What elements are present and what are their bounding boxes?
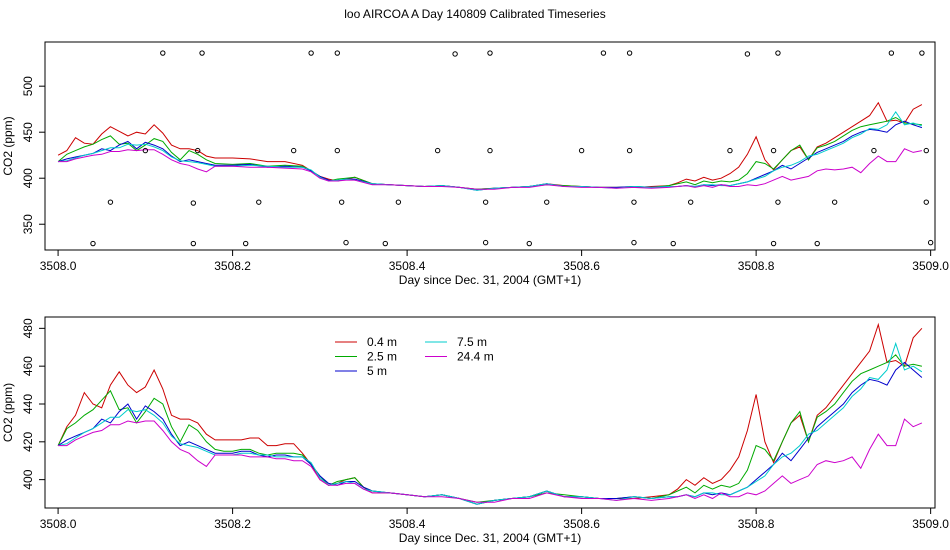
data-point	[160, 50, 166, 56]
y-tick-label: 450	[21, 122, 35, 142]
data-point	[814, 240, 820, 247]
x-tick-label: 3508.0	[40, 259, 77, 273]
data-point	[395, 199, 402, 205]
data-point	[544, 199, 550, 205]
y-tick-label: 400	[21, 469, 35, 489]
x-axis-label: Day since Dec. 31, 2004 (GMT+1)	[399, 531, 581, 545]
y-axis-label: CO2 (ppm)	[1, 116, 15, 175]
legend-label: 5 m	[367, 364, 387, 378]
data-point	[744, 51, 751, 57]
data-point	[452, 51, 458, 57]
data-point	[923, 199, 929, 205]
legend-label: 7.5 m	[457, 335, 487, 349]
data-point	[526, 240, 532, 247]
series-line-2-5-m	[57, 354, 923, 503]
data-point	[242, 240, 249, 247]
data-point	[770, 240, 777, 247]
data-point	[343, 239, 349, 246]
data-point	[290, 147, 297, 154]
data-point	[578, 147, 585, 154]
y-tick-label: 460	[21, 356, 35, 376]
data-point	[923, 147, 929, 154]
plot-frame	[44, 41, 936, 251]
legend-label: 2.5 m	[367, 350, 397, 364]
data-point	[888, 50, 895, 56]
data-point	[687, 199, 694, 205]
data-point	[338, 199, 345, 205]
series-line-7-5-m	[57, 341, 923, 505]
data-point	[600, 50, 607, 56]
y-tick-label: 350	[21, 214, 35, 234]
x-tick-label: 3508.8	[738, 517, 775, 531]
data-point	[919, 50, 925, 56]
x-tick-label: 3508.4	[389, 517, 426, 531]
data-point	[631, 199, 637, 205]
data-point	[107, 199, 114, 205]
x-tick-label: 3508.4	[389, 259, 426, 273]
data-point	[770, 147, 777, 154]
data-point	[382, 240, 388, 247]
y-tick-label: 500	[21, 76, 35, 96]
y-axis-label: CO2 (ppm)	[1, 383, 15, 442]
data-point	[927, 239, 934, 246]
figure-title: loo AIRCOA A Day 140809 Calibrated Times…	[344, 7, 606, 21]
x-tick-label: 3509.0	[912, 259, 949, 273]
data-point	[256, 199, 262, 205]
series-line-3	[58, 111, 923, 191]
data-point	[482, 199, 489, 205]
y-tick-label: 440	[21, 394, 35, 414]
x-axis-label: Day since Dec. 31, 2004 (GMT+1)	[399, 273, 581, 287]
data-point	[831, 199, 838, 205]
data-point	[434, 147, 441, 154]
data-point	[142, 147, 149, 154]
series-line-0	[57, 101, 923, 190]
data-point	[670, 240, 676, 247]
y-tick-label: 480	[21, 318, 35, 338]
plot-frame	[44, 316, 936, 509]
data-point	[482, 239, 489, 246]
x-tick-label: 3508.6	[563, 517, 600, 531]
x-tick-label: 3508.6	[563, 259, 600, 273]
data-point	[487, 50, 493, 56]
x-tick-label: 3508.2	[214, 517, 251, 531]
data-point	[334, 147, 341, 154]
data-point	[199, 50, 205, 56]
data-point	[775, 50, 781, 56]
data-point	[871, 147, 877, 154]
data-point	[90, 240, 96, 247]
x-tick-label: 3508.0	[40, 517, 77, 531]
y-tick-label: 420	[21, 431, 35, 451]
x-tick-label: 3508.8	[738, 259, 775, 273]
data-point	[190, 200, 197, 206]
top-panel: 3508.0 3508.2 3508.4 3508.6 3508.8 3509.0 350 4…	[1, 41, 949, 287]
data-point	[308, 50, 314, 56]
bottom-panel: 3508.0 3508.2 3508.4 3508.6 3508.8 3509.0 400 4…	[1, 316, 949, 545]
data-point	[190, 240, 197, 247]
series-line-1	[57, 116, 922, 190]
data-point	[194, 147, 201, 154]
x-tick-label: 3508.2	[214, 259, 251, 273]
series-line-24-4-m	[58, 418, 923, 503]
data-point	[487, 147, 493, 154]
x-tick-label: 3509.0	[912, 517, 949, 531]
data-point	[626, 50, 633, 56]
data-point	[334, 50, 341, 56]
legend-label: 0.4 m	[367, 335, 397, 349]
data-point	[626, 147, 633, 154]
data-point	[631, 239, 637, 246]
data-point	[775, 199, 781, 205]
y-tick-label: 400	[21, 168, 35, 188]
series-line-4	[58, 148, 923, 190]
data-point	[727, 147, 733, 154]
legend-label: 24.4 m	[457, 350, 494, 364]
